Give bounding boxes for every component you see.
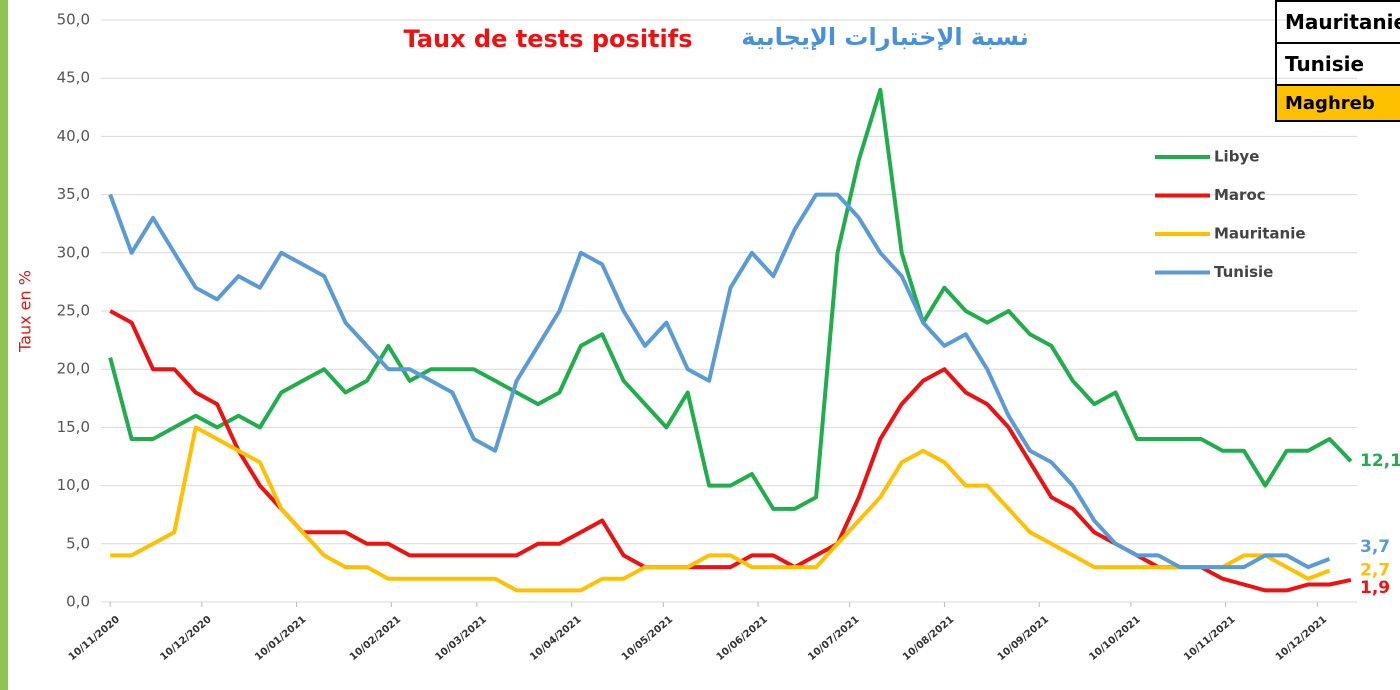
y-tick-label: 35,0: [57, 185, 90, 203]
y-tick-label: 40,0: [57, 127, 90, 145]
x-tick-label: 10/03/2021: [433, 614, 488, 663]
series-line: [109, 309, 1352, 593]
y-tick-label: 15,0: [57, 418, 90, 436]
x-tick-label: 10/04/2021: [528, 614, 583, 663]
x-tick-label: 10/09/2021: [996, 614, 1051, 663]
x-tick-label: 10/11/2021: [1182, 614, 1237, 663]
x-tick-label: 10/07/2021: [806, 614, 861, 663]
y-tick-label: 30,0: [57, 243, 90, 261]
y-tick-label: 20,0: [57, 360, 90, 378]
legend-label: Mauritanie: [1214, 225, 1306, 243]
end-label: 3,7: [1360, 537, 1390, 557]
y-tick-label: 0,0: [66, 593, 90, 611]
x-tick-label: 10/05/2021: [620, 614, 675, 663]
y-tick-label: 25,0: [57, 302, 90, 320]
x-tick-label: 10/02/2021: [348, 614, 403, 663]
table-cell: Maghreb: [1274, 84, 1400, 122]
x-tick-label: 10/10/2021: [1087, 614, 1142, 663]
y-tick-label: 5,0: [66, 534, 90, 552]
y-tick-label: 45,0: [57, 69, 90, 87]
y-tick-label: 50,0: [57, 11, 90, 29]
x-tick-label: 10/12/2020: [158, 614, 213, 663]
x-tick-label: 10/11/2020: [67, 614, 122, 663]
x-tick-label: 10/01/2021: [253, 614, 308, 663]
side-strip: [0, 0, 8, 690]
summary-table: Mauritanie Tunisie Maghreb: [1274, 0, 1400, 122]
legend-label: Tunisie: [1214, 263, 1273, 281]
chart-title-ar: نسبة الإختبارات الإيجابية: [741, 23, 1028, 51]
chart-title: Taux de tests positifs: [404, 25, 693, 53]
end-label: 12,1: [1360, 451, 1400, 471]
legend-label: Libye: [1214, 148, 1259, 166]
x-tick-label: 10/06/2021: [715, 614, 770, 663]
x-tick-label: 10/12/2021: [1274, 614, 1329, 663]
x-tick-label: 10/08/2021: [901, 614, 956, 663]
y-tick-label: 10,0: [57, 476, 90, 494]
table-cell: Tunisie: [1274, 42, 1400, 86]
end-label: 2,7: [1360, 561, 1390, 581]
series-line: [108, 192, 1331, 570]
table-cell: Mauritanie: [1274, 0, 1400, 44]
y-axis-label: Taux en %: [16, 270, 35, 353]
legend-label: Maroc: [1214, 186, 1266, 204]
series-line: [110, 425, 1331, 593]
end-label: 1,9: [1360, 578, 1390, 598]
series-line: [108, 87, 1353, 511]
